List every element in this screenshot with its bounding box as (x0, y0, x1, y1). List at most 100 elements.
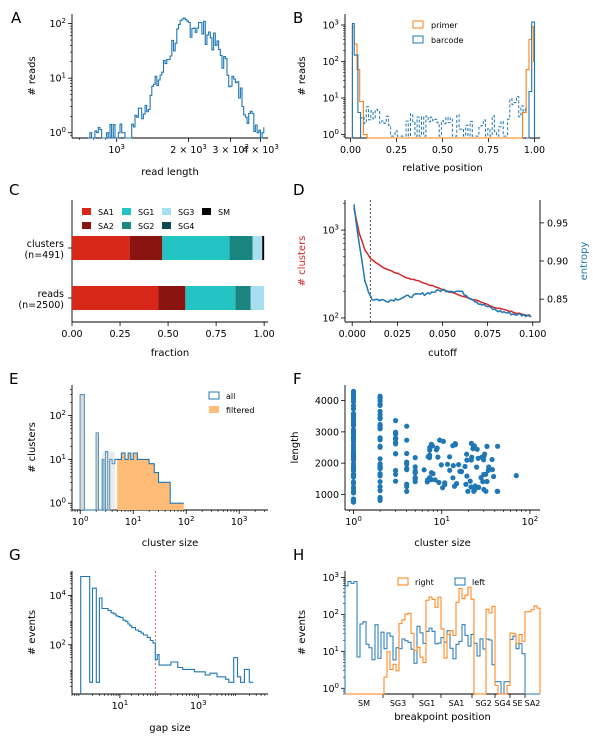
y-category-sub-label: (n=2500) (18, 300, 64, 311)
region-label: SG1 (419, 699, 435, 708)
y-tick-label: 103 (322, 224, 339, 237)
scatter-point (468, 484, 474, 490)
scatter-point (412, 464, 418, 470)
x-tick-label: 2 × 103 (170, 143, 207, 156)
legend-label-primer: primer (431, 21, 458, 30)
x-tick-label: 3 × 103 (212, 143, 249, 156)
scatter-point (377, 408, 383, 414)
panel-letter-E: E (9, 370, 18, 388)
scatter-point (427, 452, 433, 458)
scatter-point (427, 444, 433, 451)
legend-label-SG1: SG1 (138, 208, 154, 217)
y-tick-label: 104 (49, 589, 66, 602)
x-axis-label: relative position (402, 163, 483, 174)
read-length-histogram (88, 17, 265, 139)
y-axis-label: # clusters (27, 422, 38, 473)
legend-swatch-primer (412, 20, 424, 29)
scatter-point (350, 411, 357, 417)
legend-swatch-left (454, 577, 466, 586)
x-axis-label: fraction (151, 348, 189, 359)
y-tick-label: 101 (322, 91, 339, 104)
scatter-point (472, 485, 479, 491)
scatter-point (404, 467, 410, 473)
legend-label-all: all (226, 392, 235, 401)
scatter-point (479, 454, 485, 460)
legend-swatch-SM (202, 208, 211, 215)
legend-swatch-SA2 (82, 222, 91, 229)
scatter-points (350, 388, 519, 505)
x-tick-label: 101 (112, 699, 129, 712)
x-tick-label: 1.00 (254, 329, 275, 340)
y-tick-label: 100 (322, 128, 339, 141)
scatter-point (412, 468, 418, 474)
legend-label-SA1: SA1 (98, 208, 114, 217)
y2-tick-label: 0.85 (547, 295, 568, 306)
x-tick-label: 0.25 (386, 145, 407, 156)
x-tick-label: 103 (108, 143, 125, 156)
legend-label-SG3: SG3 (178, 208, 194, 217)
scatter-point (350, 394, 357, 400)
scatter-point (484, 443, 490, 449)
scatter-point (404, 488, 410, 494)
y-axis-label: length (290, 432, 301, 464)
scatter-point (350, 431, 357, 437)
scatter-point (447, 467, 453, 473)
y2-tick-label: 0.90 (547, 257, 568, 268)
scatter-point (393, 429, 399, 435)
y-tick-label: 4000 (315, 396, 339, 407)
scatter-point (404, 450, 410, 457)
y-axis-label: # reads (297, 56, 308, 95)
scatter-point (480, 479, 486, 485)
scatter-point (393, 478, 399, 484)
all-histogram (79, 394, 184, 511)
panel-letter-A: A (11, 9, 22, 27)
x-axis-label: cluster size (142, 538, 199, 549)
y-tick-label: 103 (322, 571, 339, 584)
y-tick-label: 102 (49, 638, 66, 651)
x-tick-label: 0.50 (432, 145, 453, 156)
scatter-point (453, 481, 460, 487)
barcode-histogram-left (350, 22, 362, 139)
legend-swatch-filtered (209, 406, 219, 413)
bar-SA2-reads (158, 286, 186, 310)
scatter-point (393, 451, 399, 457)
x-axis-label: read length (141, 167, 199, 178)
panel-letter-B: B (293, 9, 303, 27)
panel-letter-G: G (9, 546, 21, 564)
y-category-label: reads (38, 289, 64, 300)
region-label: SE (512, 699, 522, 708)
scatter-point (456, 462, 462, 468)
x-tick-label: 0.025 (384, 329, 411, 340)
y-tick-label: 102 (322, 55, 339, 68)
y-tick-label: 3000 (315, 427, 339, 438)
x-tick-label: 0.75 (478, 145, 499, 156)
scatter-point (412, 479, 418, 485)
scatter-point (495, 443, 501, 449)
y-tick-label: 100 (49, 497, 66, 510)
legend-label-right: right (415, 578, 434, 587)
scatter-point (465, 488, 471, 494)
legend-label-SM: SM (218, 208, 230, 217)
x-axis-label: gap size (149, 723, 190, 734)
y-tick-label: 102 (322, 311, 339, 324)
x-tick-label: 0.00 (340, 145, 361, 156)
scatter-point (350, 471, 357, 477)
scatter-point (463, 481, 469, 487)
all-bar-fill (80, 394, 85, 510)
region-label: SA1 (449, 699, 465, 708)
scatter-point (433, 447, 439, 453)
y-tick-label: 101 (322, 645, 339, 658)
scatter-point (457, 468, 463, 474)
scatter-point (436, 479, 442, 486)
x-tick-label: 0.50 (158, 329, 179, 340)
scatter-point (452, 441, 458, 447)
scatter-point (350, 447, 357, 453)
y-category-sub-label: (n=491) (24, 250, 64, 261)
filtered-histogram (117, 453, 184, 510)
scatter-point (469, 454, 475, 460)
scatter-point (350, 466, 357, 473)
scatter-point (393, 441, 399, 447)
scatter-point (483, 488, 489, 494)
scatter-point (393, 471, 399, 477)
panel-letter-D: D (293, 181, 305, 199)
